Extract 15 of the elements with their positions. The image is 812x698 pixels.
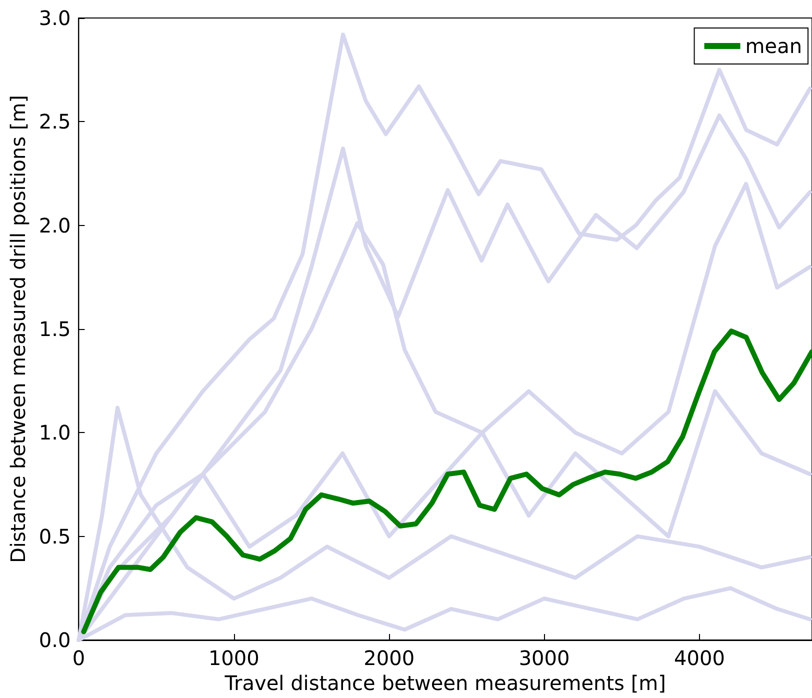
y-tick-label: 2.5 xyxy=(38,110,71,134)
y-tick-label: 3.0 xyxy=(38,6,71,30)
x-axis-title: Travel distance between measurements [m] xyxy=(224,670,666,695)
y-tick-label: 0.0 xyxy=(38,628,71,652)
x-tick-label: 0 xyxy=(72,646,86,670)
x-tick-label: 3000 xyxy=(518,646,570,670)
legend-label: mean xyxy=(745,34,802,58)
y-axis-title: Distance between measured drill positions [m] xyxy=(6,95,30,563)
y-tick-label: 1.5 xyxy=(38,317,71,341)
x-tick-label: 2000 xyxy=(364,646,415,670)
y-tick-label: 0.5 xyxy=(38,524,71,548)
y-tick-label: 2.0 xyxy=(38,213,71,238)
x-tick-label: 4000 xyxy=(674,646,725,670)
x-tick-label: 1000 xyxy=(208,646,260,670)
y-tick-label: 1.0 xyxy=(38,420,71,445)
